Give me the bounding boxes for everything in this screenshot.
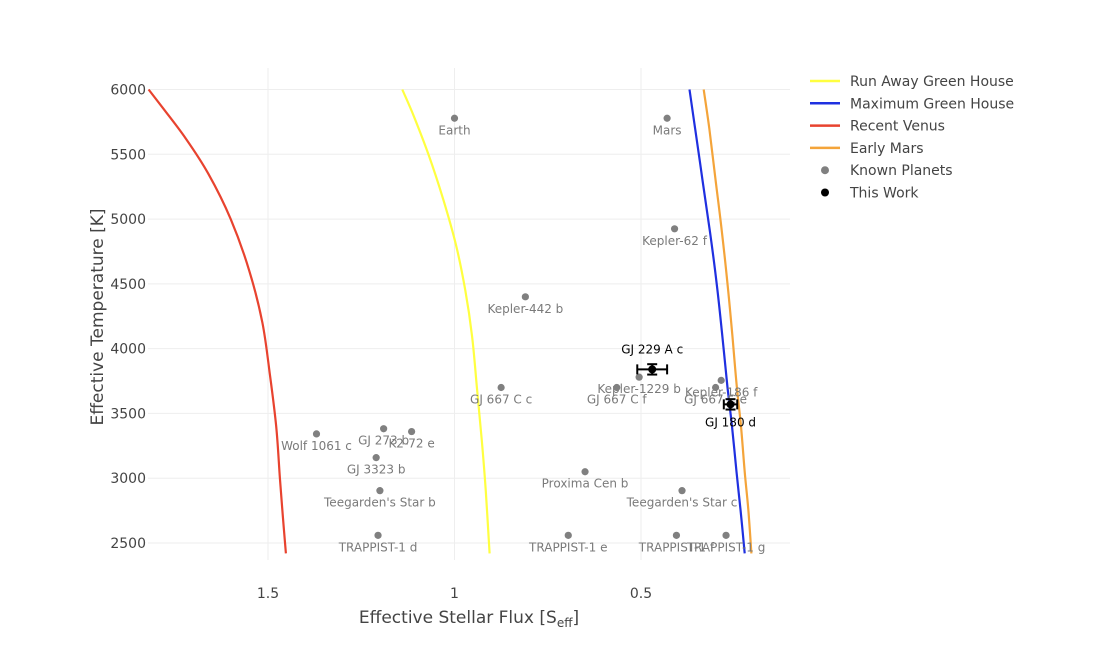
legend-item-known-planets[interactable]: Known Planets (821, 163, 953, 179)
legend-label: This Work (849, 186, 919, 202)
this-work-label-gj-229-a-c: GJ 229 A c (621, 342, 683, 356)
planet-label-mars: Mars (653, 123, 682, 137)
y-tick-label: 4000 (110, 342, 146, 358)
this-work-label-gj-180-d: GJ 180 d (705, 415, 756, 429)
planet-label-kepler-186-f: Kepler-186 f (685, 385, 758, 399)
this-work-gj-229-a-c[interactable]: GJ 229 A c (621, 342, 683, 376)
legend[interactable]: Run Away Green House Maximum Green House R… (810, 74, 1014, 202)
y-tick-label: 3000 (110, 471, 146, 487)
legend-item-this-work[interactable]: This Work (821, 186, 919, 202)
planet-marker-teegarden-s-star-c[interactable] (678, 487, 686, 495)
y-axis-title: Effective Temperature [K] (88, 208, 108, 425)
x-tick-label: 1 (450, 586, 459, 602)
planet-label-teegarden-s-star-c: Teegarden's Star c (626, 496, 738, 510)
y-tick-label: 2500 (110, 536, 146, 552)
planet-marker-mars[interactable] (663, 114, 671, 122)
planet-marker-trappist-1-d[interactable] (374, 531, 382, 539)
planet-label-gj-667-c-f: GJ 667 C f (587, 393, 648, 407)
this-work-gj-180-d[interactable]: GJ 180 d (705, 398, 756, 429)
y-tick-label: 5000 (110, 212, 146, 228)
legend-label: Early Mars (850, 141, 924, 157)
y-tick-label: 5500 (110, 147, 146, 163)
planet-marker-trappist-1-g[interactable] (722, 531, 730, 539)
legend-label: Run Away Green House (850, 74, 1014, 90)
planet-marker-trappist-1-e[interactable] (564, 531, 572, 539)
planet-marker-earth[interactable] (450, 114, 459, 122)
legend-item-recent-venus[interactable]: Recent Venus (810, 119, 945, 135)
this-work-marker[interactable] (648, 365, 657, 374)
x-tick-label: 0.5 (630, 586, 652, 602)
x-tick-label: 1.5 (257, 586, 279, 602)
planet-marker-wolf-1061-c[interactable] (312, 430, 321, 438)
y-tick-label: 3500 (110, 406, 146, 422)
early-mars-curve (702, 89, 753, 554)
planet-marker-kepler-1229-b[interactable] (635, 373, 643, 381)
planet-marker-proxima-cen-b[interactable] (581, 468, 589, 476)
planet-marker-gj-3323-b[interactable] (372, 454, 380, 462)
this-work-marker[interactable] (726, 400, 735, 409)
legend-label: Recent Venus (850, 119, 945, 135)
planet-label-trappist-1-g: TRAPPIST-1 g (686, 540, 766, 554)
legend-swatch (821, 166, 829, 175)
planet-label-proxima-cen-b: Proxima Cen b (542, 477, 629, 491)
planet-marker-kepler-62-f[interactable] (670, 225, 679, 233)
x-axis-title: Effective Stellar Flux [Seff] (359, 608, 579, 630)
planet-marker-gj-273-b[interactable] (380, 425, 388, 433)
this-work-planets: GJ 229 A c GJ 180 d (621, 342, 756, 429)
maximum-green-house-curve (688, 89, 746, 554)
planet-label-gj-3323-b: GJ 3323 b (347, 463, 406, 477)
planet-label-trappist-1-d: TRAPPIST-1 d (338, 540, 418, 554)
grid (148, 68, 790, 560)
planet-label-gj-667-c-c: GJ 667 C c (470, 393, 532, 407)
planet-label-wolf-1061-c: Wolf 1061 c (281, 439, 352, 453)
legend-item-maximum-green-house[interactable]: Maximum Green House (810, 96, 1014, 112)
planet-label-teegarden-s-star-b: Teegarden's Star b (323, 496, 436, 510)
legend-item-run-away-green-house[interactable]: Run Away Green House (810, 74, 1014, 90)
recent-venus-curve (147, 88, 287, 554)
y-tick-label: 4500 (110, 277, 146, 293)
legend-label: Maximum Green House (850, 96, 1014, 112)
axis-ticks: 1.5 1 0.5 6000 5500 5000 4500 4000 3500 3000 2500 (110, 83, 652, 603)
legend-swatch (821, 188, 829, 197)
planet-marker-kepler-442-b[interactable] (521, 293, 529, 301)
planet-label-trappist-1-e: TRAPPIST-1 e (528, 540, 607, 554)
legend-label: Known Planets (850, 163, 953, 179)
planet-label-earth: Earth (438, 123, 470, 137)
planet-label-gj-273-b: GJ 273 b (358, 434, 409, 448)
legend-item-early-mars[interactable]: Early Mars (810, 141, 924, 157)
planet-label-kepler-62-f: Kepler-62 f (642, 234, 708, 248)
planet-marker-gj-667-c-f[interactable] (613, 383, 621, 392)
planet-marker-k2-72-e[interactable] (408, 427, 416, 436)
planet-label-trappist-1-f: TRAPPIST-1 f (638, 540, 715, 554)
planet-marker-trappist-1-f[interactable] (672, 531, 681, 539)
hz-boundary-curves (147, 88, 753, 554)
run-away-green-house-curve (401, 89, 491, 554)
planet-marker-kepler-186-f[interactable] (717, 376, 725, 384)
planet-label-k2-72-e: K2-72 e (388, 437, 434, 451)
planet-label-kepler-442-b: Kepler-442 b (487, 302, 563, 316)
planet-marker-gj-667-c-c[interactable] (497, 383, 505, 392)
known-planets: Earth Mars Kepler-62 f Kepler-442 b Kepler-1… (281, 114, 766, 554)
planet-marker-teegarden-s-star-b[interactable] (376, 487, 384, 495)
y-tick-label: 6000 (110, 83, 146, 99)
planet-marker-gj-667-c-e[interactable] (712, 383, 720, 392)
